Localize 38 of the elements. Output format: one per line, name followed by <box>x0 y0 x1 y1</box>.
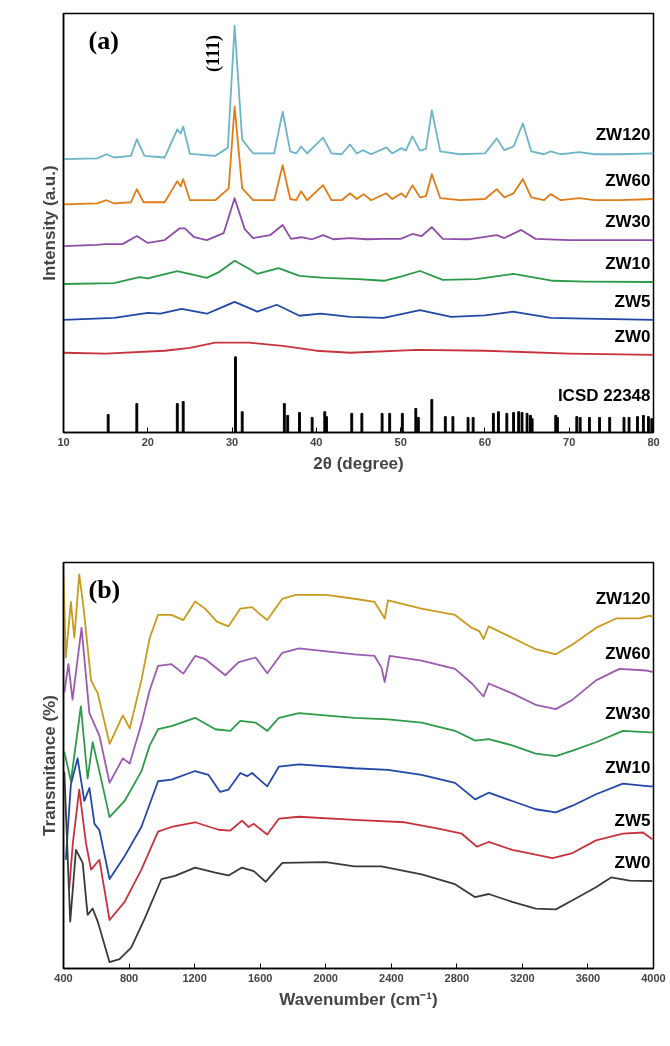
series-label: ZW0 <box>614 326 651 346</box>
series-label: ZW60 <box>605 644 651 664</box>
x-tick-label: 1200 <box>182 971 207 984</box>
annotation: (111) <box>202 34 224 72</box>
annotation: (b) <box>88 574 121 604</box>
x-tick-label: 50 <box>394 435 407 448</box>
x-tick-label: 80 <box>647 435 660 448</box>
x-tick-label: 60 <box>478 435 492 448</box>
series-label: ZW10 <box>605 758 651 778</box>
x-tick-label: 2800 <box>444 971 470 984</box>
x-tick-label: 30 <box>225 435 239 448</box>
series-label: ZW0 <box>614 852 651 872</box>
x-axis-title: Wavenumber (cm⁻¹) <box>279 989 438 1009</box>
series-label: ZW30 <box>605 704 651 724</box>
x-tick-label: 20 <box>141 435 154 448</box>
x-axis-title: 2θ (degree) <box>313 453 404 473</box>
x-tick-label: 1600 <box>247 971 273 984</box>
x-tick-label: 2400 <box>379 971 404 984</box>
series-label: ZW5 <box>614 291 651 311</box>
x-tick-label: 400 <box>54 971 73 984</box>
y-axis-title: Transmitance (%) <box>39 695 59 836</box>
x-tick-label: 3600 <box>575 971 601 984</box>
x-tick-label: 40 <box>310 435 323 448</box>
x-tick-label: 3200 <box>510 971 535 984</box>
x-tick-label: 800 <box>119 971 139 984</box>
annotation: (a) <box>88 25 119 55</box>
x-tick-label: 70 <box>563 435 576 448</box>
series-label: ZW120 <box>595 125 651 145</box>
series-label: ZW60 <box>605 171 651 190</box>
series-label: ZW10 <box>605 253 651 273</box>
series-label: ZW120 <box>595 588 651 608</box>
series-label: ZW30 <box>605 212 651 232</box>
series-label: ZW5 <box>614 811 651 831</box>
y-axis-title: Intensity (a.u.) <box>39 165 59 281</box>
x-tick-label: 10 <box>57 435 70 448</box>
x-tick-label: 4000 <box>641 971 666 984</box>
series-label: ICSD 22348 <box>557 385 651 405</box>
x-tick-label: 2000 <box>313 971 338 984</box>
